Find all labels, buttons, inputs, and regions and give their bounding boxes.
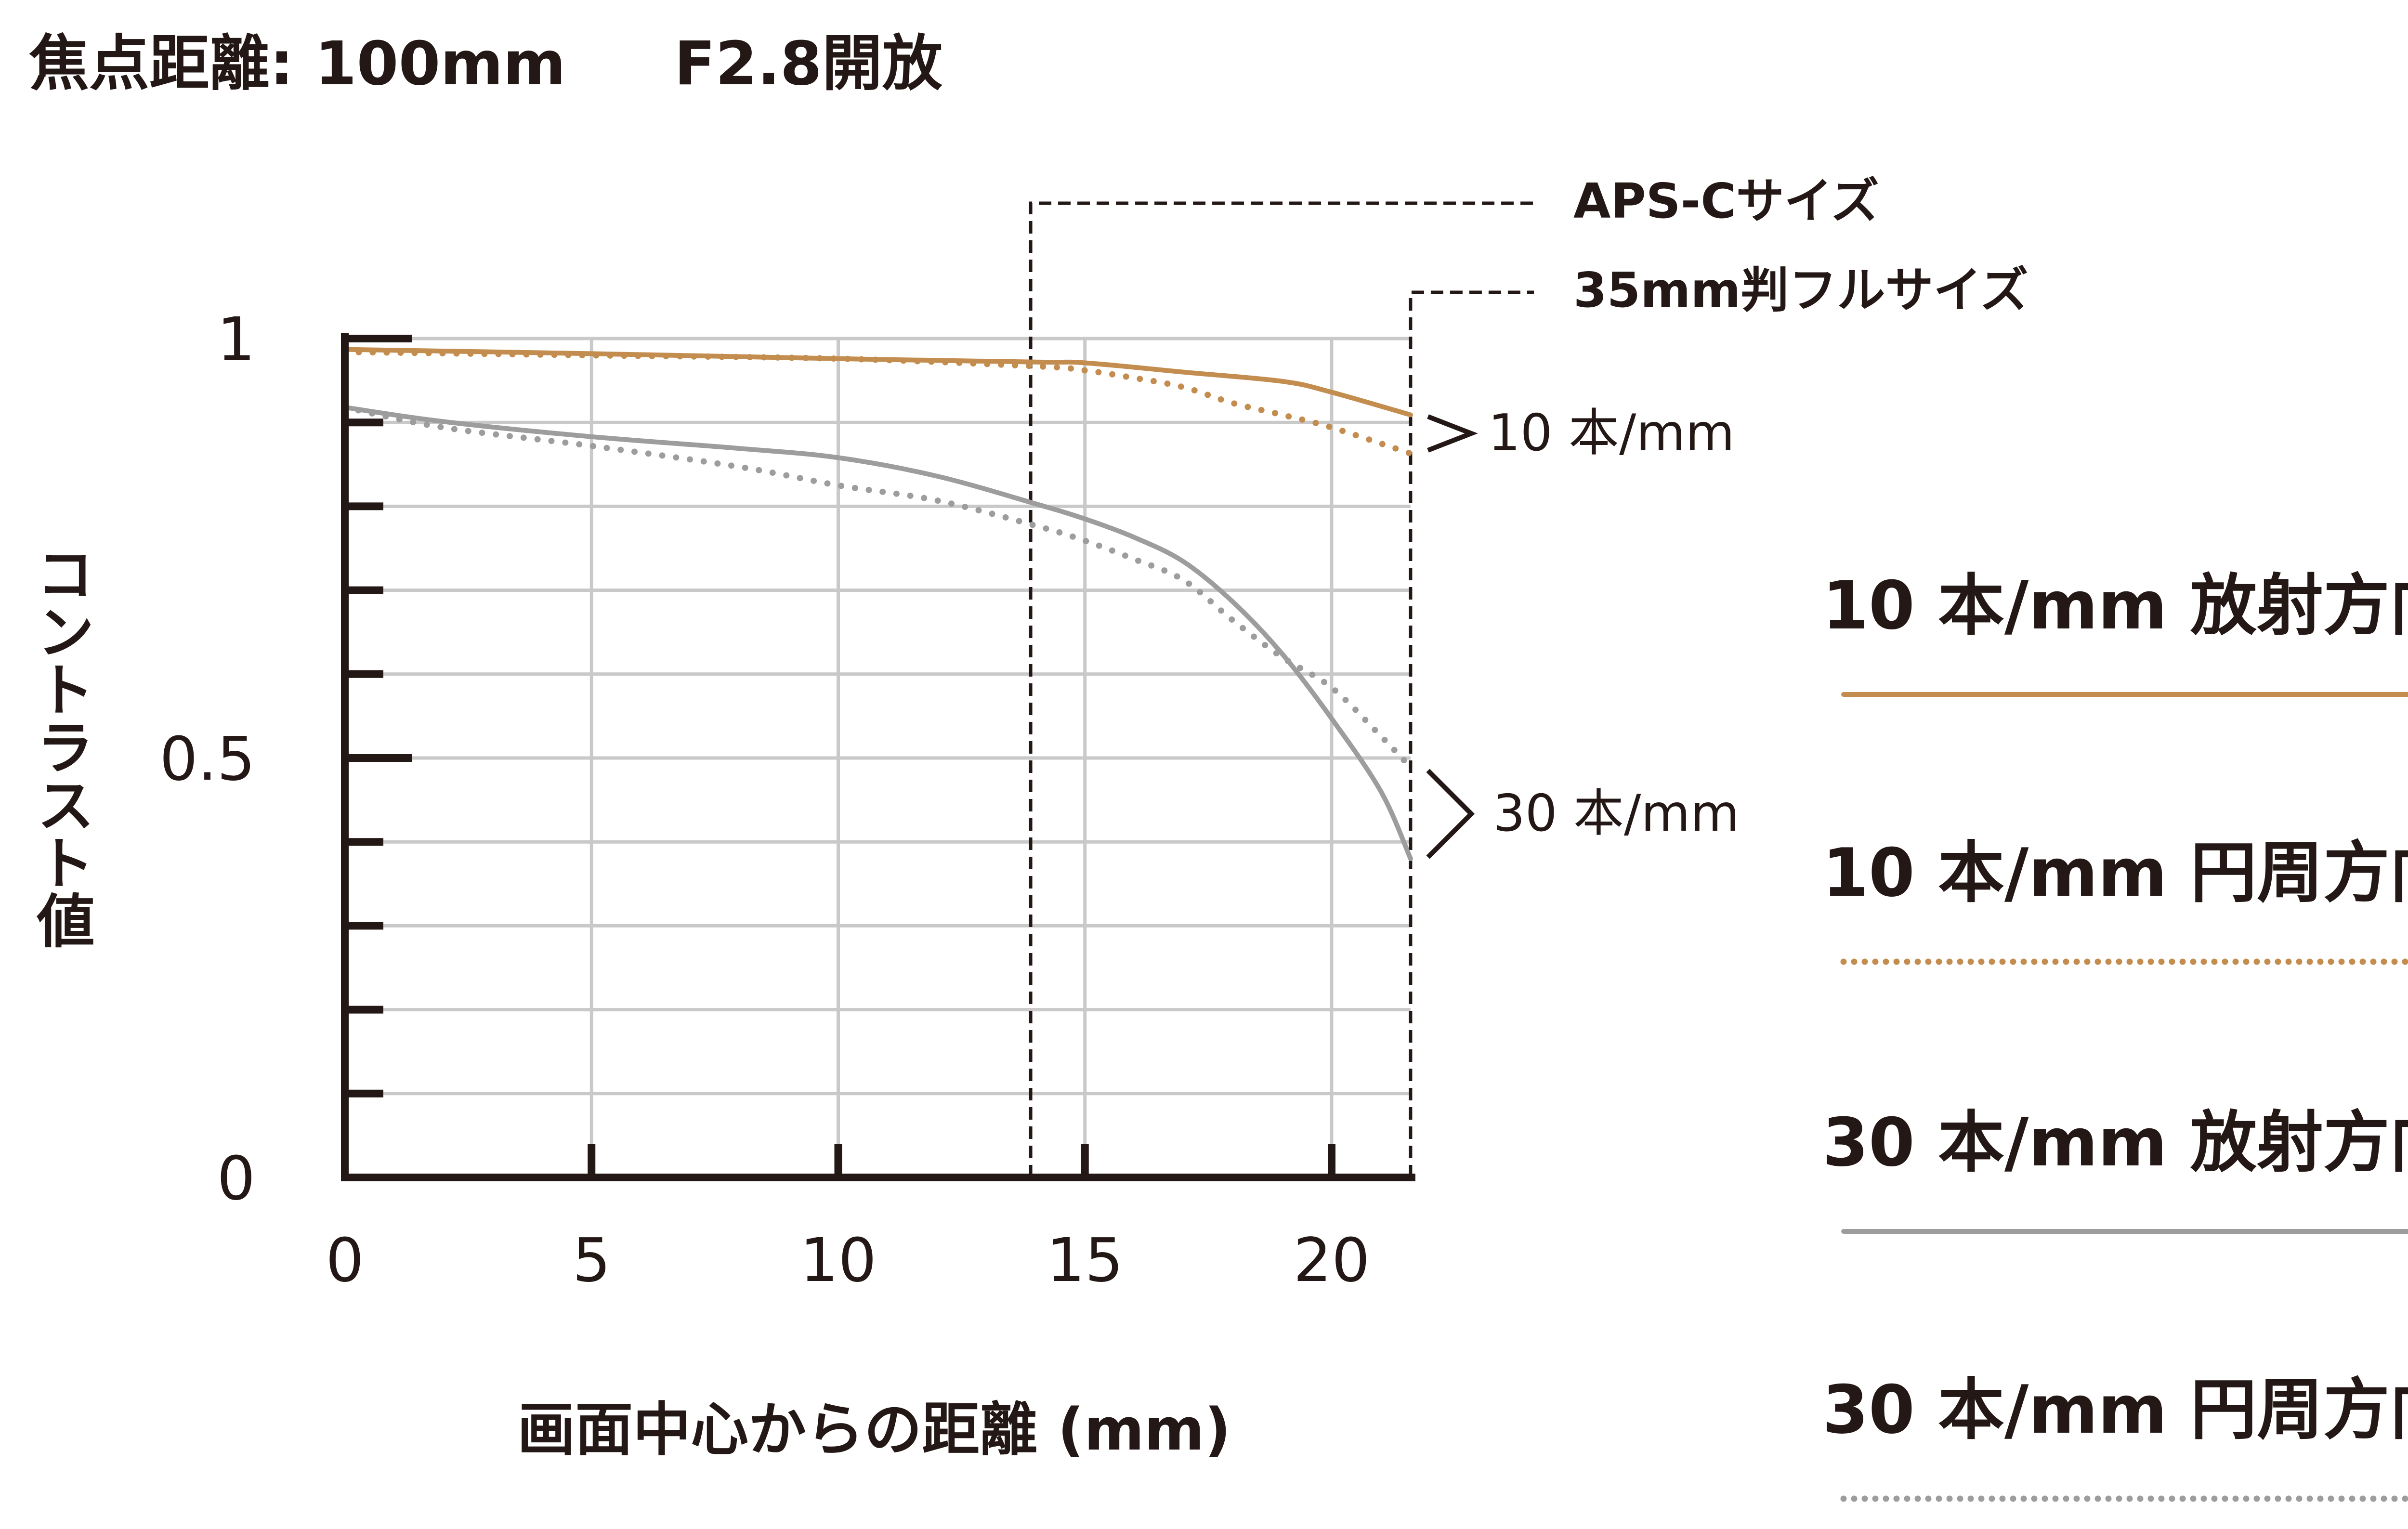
aperture-title: F2.8開放 [674, 29, 942, 99]
legend: 10 本/mm 放射方向 10 本/mm 円周方向 30 本/mm 放射方向 30 本… [1822, 567, 2408, 1502]
legend-label: 10 本/mm 放射方向 [1822, 567, 2408, 644]
focal-length-title: 焦点距離: 100mm [29, 29, 566, 99]
series-line-3 [341, 404, 1414, 771]
x-tick-label: 15 [1047, 1226, 1123, 1295]
group-30-label: 30 本/mm [1493, 784, 1740, 843]
x-tick-label: 20 [1293, 1226, 1370, 1295]
series-line-1 [341, 349, 1414, 457]
group-10-label: 10 本/mm [1488, 404, 1735, 462]
series-line-0 [342, 347, 1413, 418]
y-tick-label: 1 [217, 305, 255, 375]
series-lines [341, 347, 1414, 862]
axis-lines [341, 333, 1415, 1181]
aps-c-guide [1029, 201, 1534, 1177]
legend-label: 30 本/mm 放射方向 [1822, 1104, 2408, 1181]
y-axis-label: コントラスト値 [27, 544, 95, 949]
axes: 0 5 10 15 20 0 0.5 1 [159, 305, 1415, 1295]
series-line-2 [342, 405, 1413, 862]
full-frame-guide [1409, 290, 1534, 1177]
bracket-30-icon [1426, 769, 1475, 859]
x-tick-label: 10 [800, 1226, 877, 1295]
x-tick-label: 0 [326, 1226, 364, 1295]
legend-label: 30 本/mm 円周方向 [1822, 1371, 2408, 1449]
legend-label: 10 本/mm 円周方向 [1822, 834, 2408, 912]
x-tick-label: 5 [572, 1226, 611, 1295]
aps-c-label: APS-Cサイズ [1573, 173, 1879, 229]
sensor-guides [1029, 201, 1534, 1177]
bracket-10-icon [1427, 414, 1478, 453]
y-tick-label: 0.5 [159, 724, 255, 794]
x-axis-label: 画面中心からの距離 (mm) [517, 1397, 1231, 1464]
grid [345, 337, 1411, 1177]
y-tick-label: 0 [217, 1144, 255, 1214]
full-frame-label: 35mm判フルサイズ [1573, 262, 2028, 318]
